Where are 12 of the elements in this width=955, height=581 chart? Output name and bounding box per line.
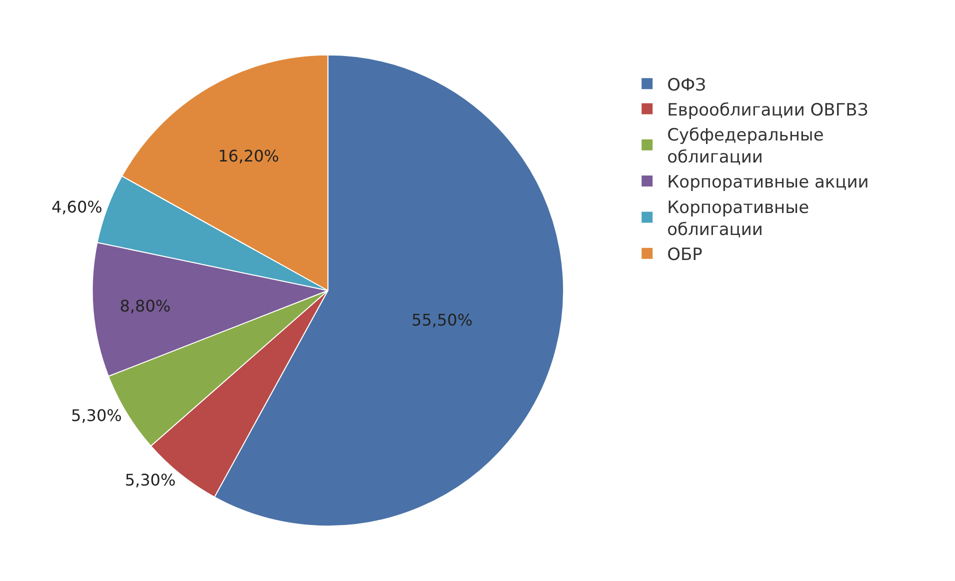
legend-label: Субфедеральные облигации [667,125,824,168]
legend-label: ОФЗ [667,75,706,96]
data-label: 4,60% [51,198,102,217]
data-label: 55,50% [412,310,473,330]
data-label: 16,20% [218,146,280,166]
legend-label: Корпоративные облигации [667,198,810,240]
data-label: 5,30% [124,470,176,490]
data-label: 8,80% [120,296,171,316]
legend-label: Еврооблигации ОВГВЗ [667,100,868,120]
data-label: 5,30% [71,406,122,426]
legend-label: Корпоративные акции [667,172,869,193]
legend-label: ОБР [667,244,702,265]
